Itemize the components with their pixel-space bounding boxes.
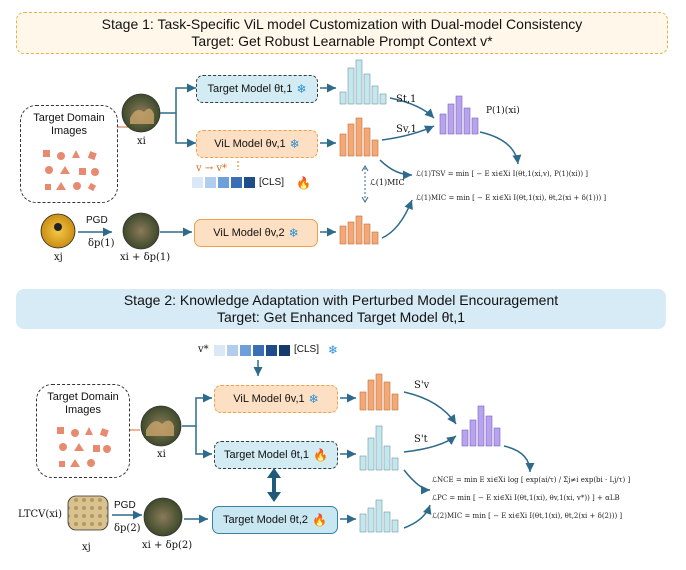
stage1-banner: Stage 1: Task-Specific ViL model Customi… (16, 12, 668, 54)
s2-target-model-2-box: Target Model θt,2 🔥 (212, 506, 338, 534)
s2-xj-label: xj (82, 542, 91, 553)
s1-vil-model-1-label: ViL Model θv,1 (214, 138, 286, 150)
s2-target1-bars (359, 425, 399, 471)
s2-delta-label: δp(2) (114, 523, 141, 534)
s1-xi-adv-image (122, 212, 160, 250)
fire-icon: 🔥 (312, 513, 327, 527)
s2-vstar-label: v* (198, 344, 209, 355)
s1-cls-token: [CLS] (259, 177, 285, 188)
s2-purple-bars (461, 405, 501, 447)
s1-tsv-formula: ℒ(1)TSV = min [ − E xi∈Xi I(θt,1(xi,v), … (416, 170, 589, 178)
s1-vil-model-1-box: ViL Model θv,1 ❄ (196, 130, 318, 158)
s1-target-domain-box: Target Domain Images (20, 105, 118, 203)
s2-ltcv-label: LTCV(xi) (18, 509, 63, 520)
s1-pgd-label: PGD (86, 215, 108, 226)
s1-score-t1: St,1 (396, 94, 417, 105)
snowflake-icon: ❄ (296, 82, 307, 96)
s1-target-domain-label: Target Domain Images (33, 112, 105, 137)
s2-vil-bars (359, 373, 399, 411)
stage1-target: Target: Get Robust Learnable Prompt Cont… (191, 33, 493, 49)
s2-pgd-label: PGD (114, 500, 136, 511)
stage2-title: Stage 2: Knowledge Adaptation with Pertu… (123, 292, 559, 308)
s2-vil-model-label: ViL Model θv,1 (233, 393, 305, 405)
s1-prompt-update-label: v → v* (196, 163, 228, 174)
s2-target-model-1-label: Target Model θt,1 (224, 449, 310, 461)
s2-score-t: S't (414, 434, 428, 445)
s1-vil2-bars (339, 215, 379, 245)
s2-target-model-2-label: Target Model θt,2 (223, 514, 309, 526)
s1-arrow-xi-target (160, 83, 196, 114)
s1-mic-loss-side: ℒ(1)MIC (370, 178, 405, 187)
s1-mic-formula: ℒ(1)MIC = min [ − E xi∈Xi I(θt,1(xi), θt… (416, 194, 607, 202)
fire-icon: 🔥 (296, 176, 311, 190)
s2-target-domain-box: Target Domain Images (36, 384, 130, 478)
s1-vil-model-2-box: ViL Model θv,2 ❄ (194, 219, 318, 247)
snowflake-icon: ❄ (328, 343, 339, 357)
s1-pseudo-label: P(1)(xi) (486, 106, 520, 116)
s2-target-domain-label: Target Domain Images (47, 391, 119, 416)
stage2-banner: Stage 2: Knowledge Adaptation with Pertu… (16, 289, 666, 329)
s1-score-v1: Sv,1 (396, 124, 417, 135)
stage2-target: Target: Get Enhanced Target Model θt,1 (216, 309, 465, 325)
s2-prompt-tokens (214, 345, 290, 356)
s1-xi-label: xi (137, 136, 146, 147)
s2-xj-image (67, 495, 109, 531)
s2-pc-formula: ℒPC = min [ − E xi∈Xi I(θt,1(xi), θv,1(x… (432, 494, 620, 502)
s2-xi-label: xi (157, 449, 166, 460)
s2-xi-adv-label: xi + δp(2) (142, 540, 193, 551)
s2-xi-adv-image (143, 497, 183, 537)
s2-target-model-1-box: Target Model θt,1 🔥 (214, 441, 338, 469)
s1-xj-label: xj (54, 252, 63, 263)
snowflake-icon: ❄ (308, 392, 319, 406)
snowflake-icon: ❄ (288, 226, 299, 240)
s2-mic-formula: ℒ(2)MIC = min [ − E xi∈Xi I(θt,1(xi), θt… (432, 512, 623, 520)
fire-icon: 🔥 (313, 448, 328, 462)
s1-target-model-box: Target Model θt,1 ❄ (196, 75, 318, 103)
s1-xi-adv-label: xi + δp(1) (120, 252, 171, 263)
s1-target-bars (339, 59, 387, 105)
s1-vil1-bars (339, 117, 379, 157)
s2-cls-token: [CLS] (294, 344, 320, 355)
stage1-title: Stage 1: Task-Specific ViL model Customi… (101, 16, 583, 32)
s2-domain-scatter-icon (57, 427, 111, 467)
s2-score-v: S'v (414, 380, 430, 391)
s1-delta-label: δp(1) (88, 238, 115, 249)
s1-target-model-label: Target Model θt,1 (207, 83, 293, 95)
s2-target2-bars (359, 499, 399, 533)
s1-vil-model-2-label: ViL Model θv,2 (213, 227, 285, 239)
s1-prompt-tokens (192, 177, 255, 188)
s1-arrow-xi-vil (175, 113, 196, 148)
s2-vil-model-box: ViL Model θv,1 ❄ (214, 385, 338, 413)
s2-nce-formula: ℒNCE = min E xi∈Xi log [ exp(ai/τ) / Σj≠… (432, 476, 631, 484)
s1-purple-bars (439, 95, 479, 135)
snowflake-icon: ❄ (289, 137, 300, 151)
s1-domain-scatter-icon (43, 150, 99, 192)
